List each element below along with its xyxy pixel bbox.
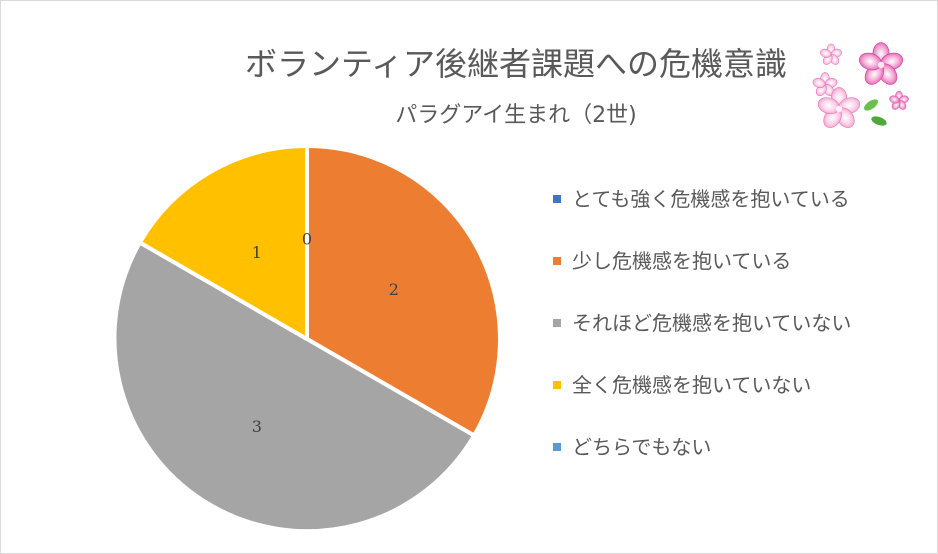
legend: とても強く危機感を抱いている 少し危機感を抱いているそれほど危機感を抱いていない全… [553, 185, 851, 495]
sakura-flowers-icon [811, 41, 910, 132]
legend-label: 少し危機感を抱いている [572, 249, 792, 273]
legend-item: どちらでもない [553, 433, 851, 495]
legend-label: どちらでもない [572, 435, 712, 459]
legend-swatch [553, 443, 561, 451]
legend-item: とても強く危機感を抱いている [553, 185, 851, 247]
legend-swatch [553, 257, 561, 265]
slice-data-label: 1 [252, 243, 262, 262]
legend-label: それほど危機感を抱いていない [572, 311, 852, 335]
chart-title: ボランティア後継者課題への危機意識 [244, 45, 788, 83]
legend-item: それほど危機感を抱いていない [553, 309, 851, 371]
slice-data-label: 0 [302, 230, 312, 249]
legend-item: 全く危機感を抱いていない [553, 371, 851, 433]
legend-label: とても強く危機感を抱いている [572, 187, 850, 211]
slice-data-label: 3 [252, 417, 262, 436]
slice-data-label: 2 [389, 280, 399, 299]
pie-slice [112, 240, 477, 534]
legend-swatch [553, 319, 561, 327]
legend-swatch [553, 195, 561, 203]
chart-subtitle: パラグアイ生まれ（2世) [395, 103, 637, 128]
pie-slice [305, 144, 502, 438]
legend-item: 少し危機感を抱いている [553, 247, 851, 309]
pie-slice [137, 144, 309, 341]
legend-label: 全く危機感を抱いていない [572, 373, 812, 397]
legend-swatch [553, 381, 561, 389]
